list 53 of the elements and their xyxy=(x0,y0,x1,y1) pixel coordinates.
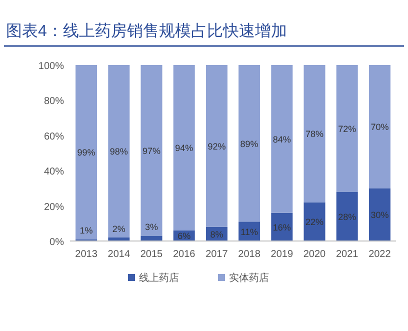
data-label: 3% xyxy=(144,222,158,232)
data-label: 6% xyxy=(178,231,191,242)
bar xyxy=(368,65,390,188)
bar xyxy=(140,65,162,236)
title: 图表4：线上药房销售规模占比快速增加 xyxy=(6,23,287,40)
x-tick-label: 2017 xyxy=(206,249,228,260)
data-label: 78% xyxy=(305,129,324,140)
bar xyxy=(336,65,358,192)
data-label: 2% xyxy=(112,224,126,234)
x-tick-label: 2013 xyxy=(75,249,98,260)
x-tick-label: 2018 xyxy=(238,249,261,260)
data-label: 89% xyxy=(240,138,258,149)
y-tick-label: 0% xyxy=(50,237,64,248)
data-label: 72% xyxy=(338,124,356,134)
x-tick-label: 2019 xyxy=(270,249,294,260)
x-tick-label: 2016 xyxy=(172,249,196,260)
y-tick-label: 80% xyxy=(44,96,64,108)
legend-label: 实体药店 xyxy=(229,272,269,284)
data-label: 98% xyxy=(110,146,128,157)
bar xyxy=(206,65,228,227)
data-label: 28% xyxy=(338,212,356,222)
x-tick-label: 2014 xyxy=(108,249,130,260)
data-label: 84% xyxy=(272,134,291,144)
data-label: 8% xyxy=(210,229,224,240)
x-tick-label: 2022 xyxy=(368,249,392,260)
data-label: 1% xyxy=(80,226,93,236)
bar xyxy=(173,65,195,230)
bar xyxy=(108,65,130,238)
data-label: 22% xyxy=(305,217,324,228)
y-tick-label: 40% xyxy=(44,166,64,178)
bar xyxy=(304,202,326,241)
data-label: 30% xyxy=(370,210,389,220)
bar xyxy=(76,65,98,240)
data-label: 97% xyxy=(142,146,161,156)
bar xyxy=(140,236,162,241)
legend-label: 线上药店 xyxy=(139,272,179,284)
bar xyxy=(336,192,358,241)
data-label: 94% xyxy=(175,143,194,154)
data-label: 99% xyxy=(77,148,96,158)
data-label: 16% xyxy=(272,222,291,232)
bar xyxy=(238,65,260,222)
data-label: 11% xyxy=(240,226,258,237)
y-tick-label: 60% xyxy=(44,131,64,142)
bar xyxy=(304,65,326,202)
data-label: 70% xyxy=(370,122,389,132)
bar xyxy=(368,188,390,241)
y-tick-label: 100% xyxy=(38,61,64,72)
bar xyxy=(271,65,293,213)
x-tick-label: 2021 xyxy=(336,249,359,260)
y-tick-label: 20% xyxy=(44,202,64,213)
x-tick-label: 2015 xyxy=(140,249,164,260)
data-label: 92% xyxy=(208,141,226,152)
x-tick-label: 2020 xyxy=(303,249,326,260)
